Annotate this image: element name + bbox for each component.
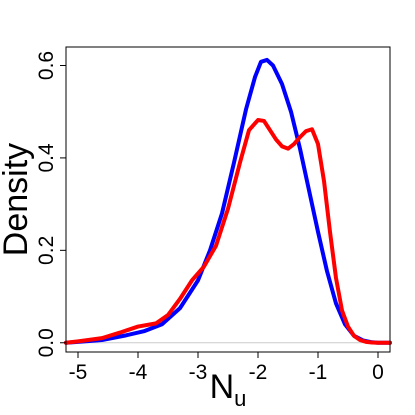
x-axis-title-subscript: u [234,386,246,411]
y-tick-label: 0.0 [35,328,58,357]
x-axis-title: Nu [210,368,247,411]
y-tick-label: 0.6 [35,51,58,80]
y-tick-label: 0.4 [35,143,58,173]
x-axis-title-main: N [210,368,235,406]
plot-frame [65,46,391,353]
y-tick-label: 0.2 [35,236,58,265]
y-axis: 0.0 0.2 0.4 0.6 [35,51,66,357]
x-axis: -5 -4 -3 -2 -1 0 [69,352,384,384]
density-curve-2 [64,118,392,345]
x-tick-label: -2 [249,361,268,384]
x-tick-label: 0 [372,361,384,384]
x-tick-label: -5 [69,361,88,384]
y-axis-title: Density [0,143,35,256]
x-tick-label: -4 [129,361,148,384]
series-layer [64,57,392,345]
x-tick-label: -1 [309,361,328,384]
x-tick-label: -3 [189,361,208,384]
